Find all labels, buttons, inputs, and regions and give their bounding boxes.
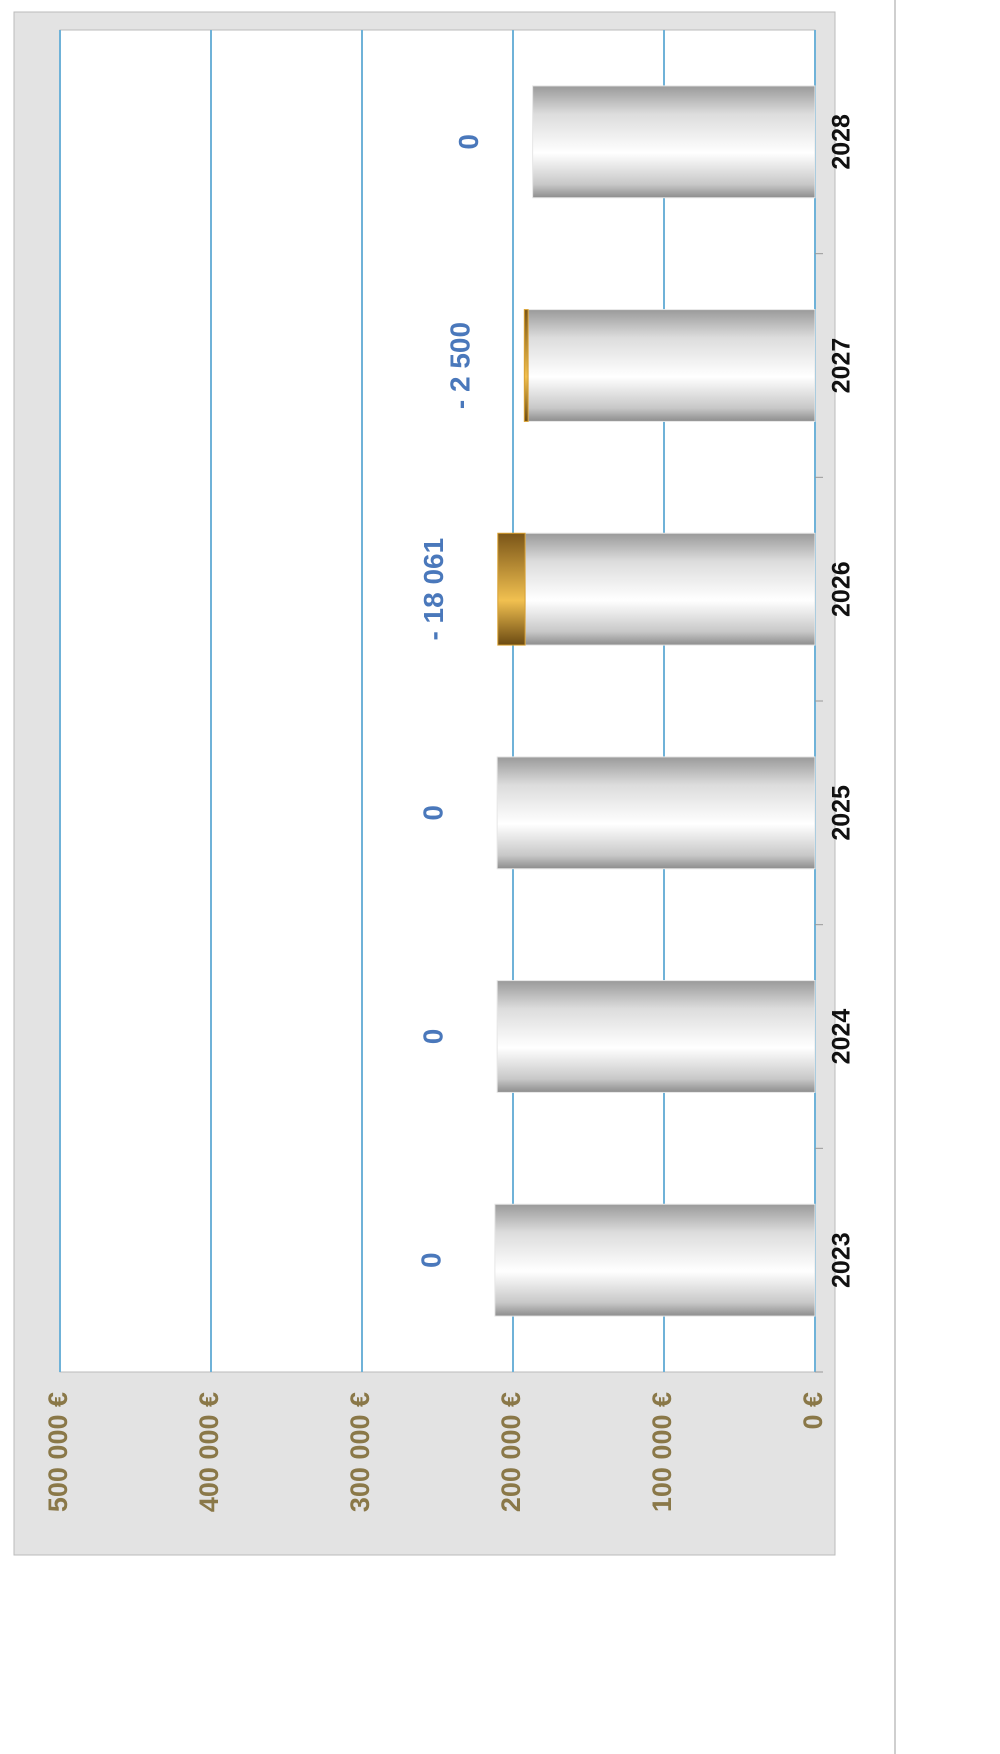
rotated-chart: 0 € 100 000 € 200 000 € 300 000 € 400 000 € 5… — [13, 11, 856, 1556]
x-tick-label: 2023 — [828, 1232, 856, 1288]
bar-segment — [527, 309, 816, 422]
data-label: 0 — [418, 805, 449, 821]
bar-segment — [497, 532, 526, 646]
plot-area — [59, 29, 816, 1373]
data-label: 0 — [418, 1029, 449, 1045]
bar-segment — [523, 309, 529, 422]
y-tick-label: 400 000 € — [194, 1392, 224, 1512]
y-tick-label: 300 000 € — [345, 1392, 375, 1512]
data-label: 0 — [453, 134, 484, 150]
x-tick-label: 2026 — [828, 561, 856, 617]
data-label: - 18 061 — [418, 538, 449, 641]
bar-segment — [496, 756, 816, 870]
data-label: - 2 500 — [445, 322, 476, 409]
bar-segment — [494, 1203, 816, 1317]
y-tick-label: 200 000 € — [496, 1392, 526, 1512]
x-tick-label: 2024 — [828, 1009, 856, 1065]
bar-segment — [524, 532, 816, 646]
y-tick-label: 0 € — [798, 1392, 828, 1430]
y-tick-label: 500 000 € — [43, 1392, 73, 1512]
x-tick-label: 2025 — [828, 785, 856, 841]
bar-segment — [532, 85, 816, 199]
data-label: 0 — [415, 1252, 446, 1268]
x-tick-label: 2027 — [828, 338, 856, 394]
x-tick-label: 2028 — [828, 114, 856, 170]
bar-segment — [496, 980, 816, 1093]
y-tick-label: 100 000 € — [647, 1392, 677, 1512]
